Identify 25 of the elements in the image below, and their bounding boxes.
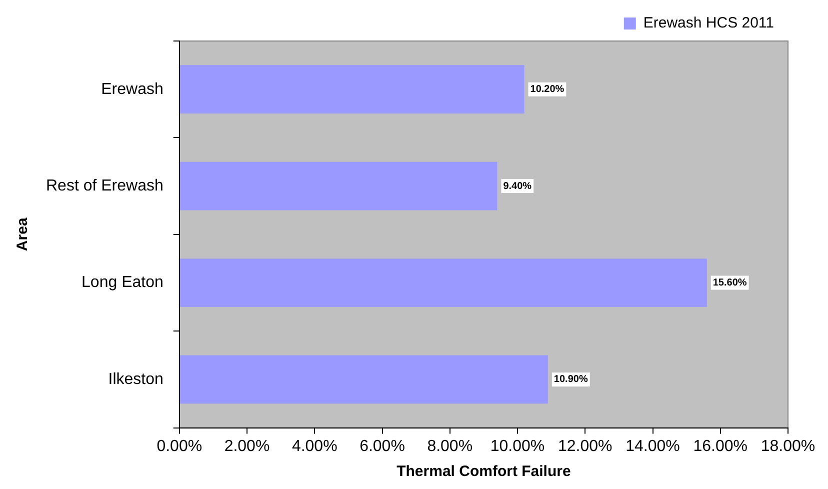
- bar: [180, 355, 548, 404]
- data-label: 9.40%: [503, 180, 532, 192]
- y-tick-label: Erewash: [101, 80, 164, 98]
- legend-label: Erewash HCS 2011: [643, 14, 774, 32]
- y-tick-label: Rest of Erewash: [46, 177, 164, 194]
- data-label: 10.20%: [530, 84, 564, 96]
- x-tick-label: 4.00%: [292, 438, 338, 455]
- y-tick-label: Ilkeston: [108, 370, 164, 388]
- x-tick-label: 14.00%: [626, 438, 680, 455]
- x-tick-label: 2.00%: [224, 438, 270, 455]
- bar: [180, 65, 524, 114]
- data-label: 10.90%: [554, 374, 588, 386]
- x-tick-label: 10.00%: [490, 438, 545, 455]
- x-tick-label: 8.00%: [427, 438, 473, 455]
- x-tick-label: 6.00%: [360, 438, 405, 455]
- y-axis-title: Area: [14, 217, 32, 252]
- x-tick-label: 0.00%: [156, 438, 202, 455]
- bar: [180, 258, 707, 307]
- x-tick-label: 16.00%: [693, 438, 748, 455]
- data-label: 15.60%: [712, 278, 747, 288]
- x-axis-title: Thermal Comfort Failure: [396, 463, 571, 480]
- x-tick-label: 18.00%: [760, 438, 816, 455]
- y-tick-label: Long Eaton: [82, 274, 164, 292]
- x-tick-label: 12.00%: [558, 438, 612, 455]
- bar: [180, 162, 498, 210]
